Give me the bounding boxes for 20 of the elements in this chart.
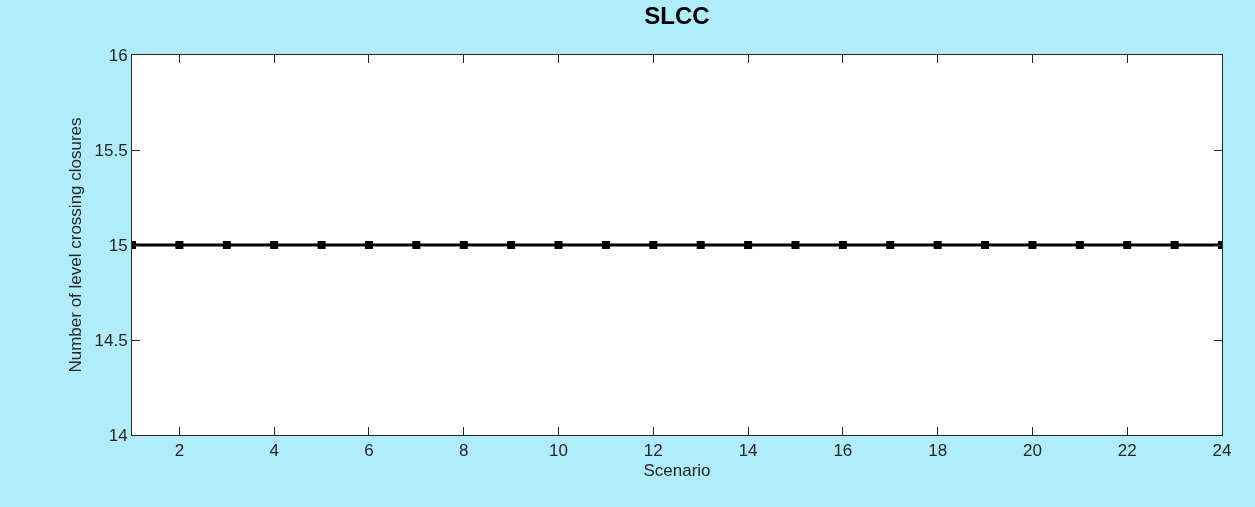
chart-title: SLCC <box>644 2 710 30</box>
x-tick-label: 16 <box>833 441 853 461</box>
y-tick-label: 15.5 <box>94 140 128 160</box>
y-tick-label: 14 <box>108 425 128 445</box>
y-axis-title: Number of level crossing closures <box>66 117 86 373</box>
x-tick-label: 8 <box>459 441 469 461</box>
x-tick-label: 18 <box>928 441 948 461</box>
x-tick-label: 6 <box>364 441 374 461</box>
x-tick-label: 22 <box>1117 441 1137 461</box>
x-tick-label: 4 <box>269 441 279 461</box>
x-tick-label: 10 <box>549 441 568 461</box>
y-tick-label: 15 <box>108 235 128 255</box>
x-tick-label: 14 <box>738 441 758 461</box>
x-tick-label: 20 <box>1022 441 1042 461</box>
x-tick-label: 24 <box>1212 441 1232 461</box>
y-tick-label: 16 <box>108 45 128 65</box>
x-tick-label: 12 <box>643 441 663 461</box>
x-axis-title: Scenario <box>643 460 711 480</box>
y-tick-label: 14.5 <box>94 330 128 350</box>
x-tick-label: 2 <box>174 441 185 461</box>
